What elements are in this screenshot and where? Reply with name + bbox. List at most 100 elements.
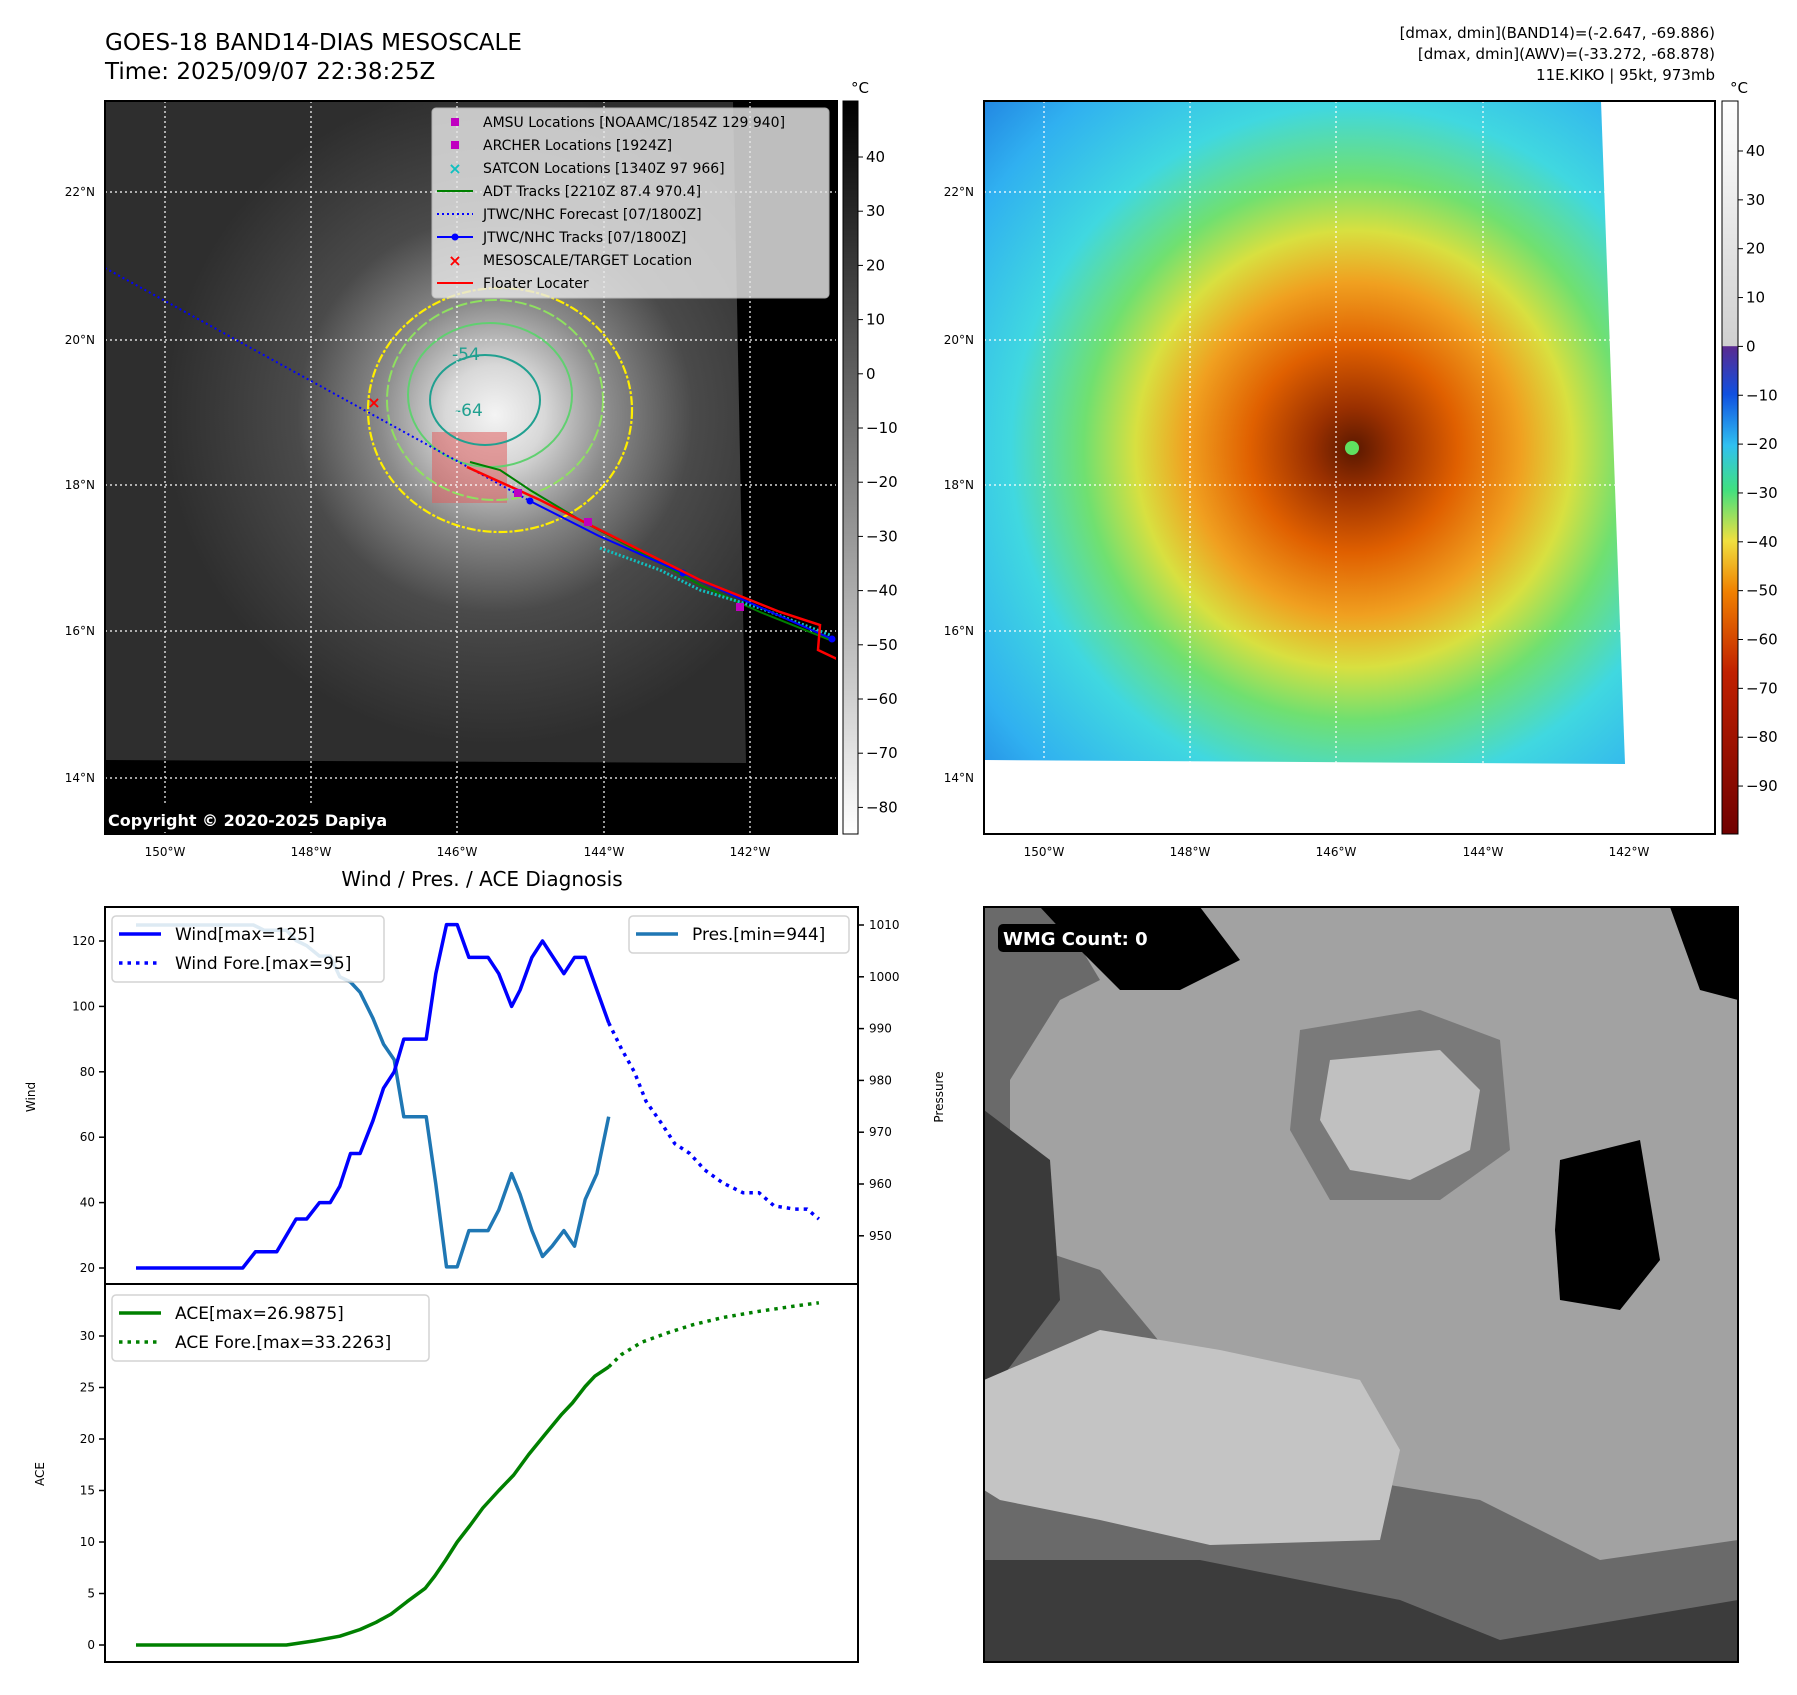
- map-legend-label: SATCON Locations [1340Z 97 966]: [483, 161, 725, 177]
- pressure-legend: Pres.[min=944]: [628, 915, 850, 954]
- ace-forecast-line: [607, 1301, 820, 1369]
- ace-tick-label: 30: [80, 1329, 95, 1343]
- jtwc-forecast-track: [105, 267, 531, 502]
- ace-tick-label: 15: [80, 1484, 95, 1498]
- lon-tick-label: 142°W: [1609, 845, 1650, 859]
- pressure-tick-label: 970: [869, 1125, 892, 1139]
- legend-label: Pres.[min=944]: [692, 925, 825, 945]
- awv-satellite-image: [984, 101, 1625, 764]
- colorbar-awv-unit: °C: [1730, 79, 1748, 97]
- legend-label: ACE Fore.[max=33.2263]: [175, 1333, 391, 1353]
- colorbar-tick-label: −20: [866, 473, 898, 491]
- colorbar-tick-label: 30: [866, 202, 885, 220]
- colorbar-tick-label: 20: [1746, 240, 1765, 258]
- colorbar-tick-label: −60: [866, 690, 898, 708]
- legend-label: ACE[max=26.9875]: [175, 1304, 344, 1324]
- colorbar-tick-label: −70: [866, 744, 898, 762]
- wmg-eye: [1320, 1050, 1480, 1180]
- lon-tick-label: 142°W: [730, 845, 771, 859]
- colorbar-tick-label: −90: [1746, 777, 1778, 795]
- wind-legend: Wind[max=125] Wind Fore.[max=95]: [111, 915, 385, 983]
- lon-tick-label: 150°W: [1024, 845, 1065, 859]
- lat-tick-label: 14°N: [944, 771, 974, 785]
- lat-tick-label: 16°N: [944, 624, 974, 638]
- map-legend-label: JTWC/NHC Tracks [07/1800Z]: [482, 230, 686, 246]
- lat-tick-label: 14°N: [65, 771, 95, 785]
- colorbar-tick-label: −10: [1746, 386, 1778, 404]
- ace-tick-label: 10: [80, 1535, 95, 1549]
- colorbar-tick-label: 0: [866, 365, 876, 383]
- colorbar-tick-label: −80: [1746, 728, 1778, 746]
- wind-ylabel: Wind: [24, 1082, 38, 1112]
- wmg-black-topright: [1670, 907, 1738, 1000]
- ace-legend: ACE[max=26.9875] ACE Fore.[max=33.2263]: [111, 1294, 430, 1362]
- pressure-tick-label: 960: [869, 1177, 892, 1191]
- eye: [1345, 441, 1359, 455]
- lat-tick-label: 20°N: [65, 333, 95, 347]
- colorbar-tick-label: −60: [1746, 631, 1778, 649]
- lon-tick-label: 144°W: [584, 845, 625, 859]
- contour-green-outer: [386, 299, 604, 501]
- awv-map-panel: [984, 101, 1715, 834]
- figure-title: GOES-18 BAND14-DIAS MESOSCALE: [105, 30, 522, 56]
- ace-tick-label: 20: [80, 1432, 95, 1446]
- lon-tick-label: 148°W: [291, 845, 332, 859]
- colorbar-tick-label: −70: [1746, 679, 1778, 697]
- lat-tick-label: 22°N: [944, 185, 974, 199]
- lat-tick-label: 22°N: [65, 185, 95, 199]
- square-marker-icon: [451, 118, 459, 126]
- colorbar-tick-label: −40: [1746, 533, 1778, 551]
- map-legend-label: ADT Tracks [2210Z 87.4 970.4]: [483, 184, 701, 200]
- copyright: Copyright © 2020-2025 Dapiya: [108, 811, 387, 830]
- colorbar-tick-label: 30: [1746, 191, 1765, 209]
- map-legend: AMSU Locations [NOAAMC/1854Z 129 940] ARC…: [431, 107, 830, 299]
- colorbar-tick-label: −30: [866, 527, 898, 545]
- wmg-black-right: [1555, 1140, 1660, 1310]
- lon-tick-label: 146°W: [437, 845, 478, 859]
- wmg-panel: WMG Count: 0: [984, 907, 1738, 1662]
- target-location-marker: ×: [367, 393, 380, 412]
- ace-tick-label: 5: [87, 1587, 95, 1601]
- map-legend-label: MESOSCALE/TARGET Location: [483, 253, 692, 269]
- map-legend-label: AMSU Locations [NOAAMC/1854Z 129 940]: [483, 115, 785, 131]
- ace-line: [136, 1365, 610, 1647]
- colorbar-tick-label: 10: [1746, 289, 1765, 307]
- contour-label-64: -64: [455, 401, 483, 421]
- lat-tick-label: 20°N: [944, 333, 974, 347]
- map-legend-item: AMSU Locations [NOAAMC/1854Z 129 940]: [451, 115, 785, 131]
- ace-tick-label: 25: [80, 1381, 95, 1395]
- wmg-light-band: [984, 1330, 1400, 1545]
- info-band14: [dmax, dmin](BAND14)=(-2.647, -69.886): [1400, 24, 1715, 42]
- pressure-tick-label: 1000: [869, 970, 900, 984]
- amsu-archer-markers: [514, 489, 744, 611]
- colorbar-tick-label: 40: [866, 148, 885, 166]
- figure-time: Time: 2025/09/07 22:38:25Z: [104, 59, 435, 85]
- lon-tick-label: 146°W: [1316, 845, 1357, 859]
- pressure-ylabel: Pressure: [932, 1071, 946, 1122]
- colorbar-tick-label: −50: [866, 636, 898, 654]
- colorbar-tick-label: −40: [866, 582, 898, 600]
- wmg-darkest-left: [984, 1110, 1060, 1380]
- info-storm: 11E.KIKO | 95kt, 973mb: [1536, 66, 1715, 84]
- colorbar-tick-label: −10: [866, 419, 898, 437]
- wmg-count-label: WMG Count: 0: [1003, 929, 1148, 950]
- lon-tick-label: 144°W: [1463, 845, 1504, 859]
- colorbar-ir: [842, 100, 859, 835]
- map-legend-item: JTWC/NHC Tracks [07/1800Z]: [437, 230, 686, 246]
- x-marker-icon: ×: [448, 251, 461, 270]
- wind-line: [136, 922, 611, 1270]
- pressure-tick-label: 990: [869, 1022, 892, 1036]
- pressure-tick-label: 980: [869, 1073, 892, 1087]
- lat-tick-label: 16°N: [65, 624, 95, 638]
- x-marker-icon: ×: [448, 159, 461, 178]
- wind-tick-label: 40: [80, 1196, 95, 1210]
- chart-title: Wind / Pres. / ACE Diagnosis: [341, 867, 622, 891]
- colorbar-tick-label: 40: [1746, 142, 1765, 160]
- colorbar-tick-label: −20: [1746, 435, 1778, 453]
- colorbar-tick-label: 10: [866, 311, 885, 329]
- wind-tick-label: 100: [72, 999, 95, 1013]
- pressure-tick-label: 1010: [869, 918, 900, 932]
- square-marker-icon: [451, 141, 459, 149]
- lat-tick-label: 18°N: [65, 478, 95, 492]
